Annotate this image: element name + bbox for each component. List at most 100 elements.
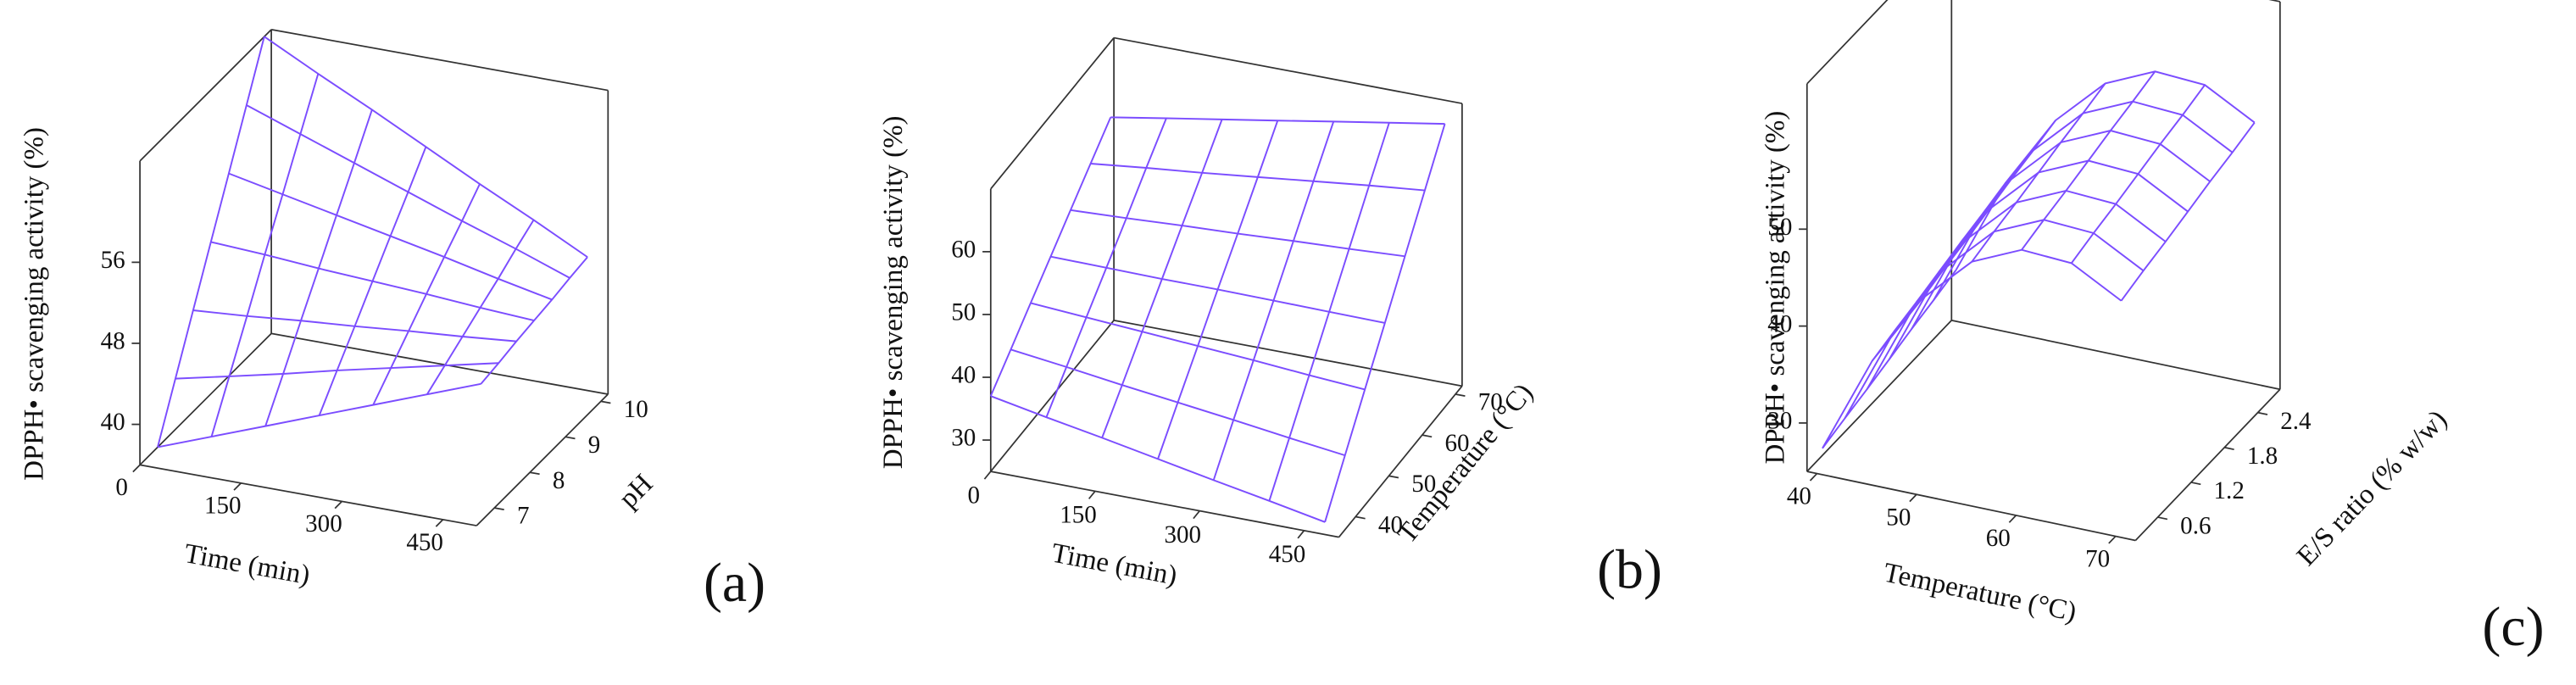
x-tick: [435, 519, 444, 527]
mesh-column: [1045, 118, 1167, 418]
z-tick-label: 50: [1767, 214, 1792, 241]
x-tick: [1193, 510, 1200, 520]
z-axis-label: DPPH• scavenging activity (%): [1760, 111, 1790, 465]
z-axis-label: DPPH• scavenging activity (%): [878, 116, 909, 470]
x-tick-label: 450: [406, 529, 443, 556]
mesh-column: [1921, 120, 2056, 299]
mesh-row: [1866, 189, 2167, 390]
x-tick: [1809, 472, 1818, 482]
y-tick: [494, 507, 504, 511]
mesh-row: [1933, 100, 2234, 301]
panel-label: (b): [1597, 538, 1662, 600]
box-edge: [2268, 0, 2281, 3]
box-edge: [139, 29, 272, 162]
box-edge: [1806, 471, 2136, 542]
x-tick: [334, 500, 343, 510]
x-tick-label: 450: [1269, 541, 1306, 568]
y-tick: [2224, 446, 2234, 451]
x-tick-label: 150: [204, 493, 242, 520]
mesh-column: [318, 146, 427, 416]
x-tick-label: 0: [115, 474, 128, 501]
mesh-column: [426, 219, 535, 395]
z-tick-label: 40: [951, 362, 976, 389]
box-edge: [270, 332, 609, 395]
y-tick-label: 0.6: [2180, 512, 2211, 539]
mesh-column: [1971, 82, 2106, 263]
box-edge: [1951, 319, 2281, 391]
y-tick-label: 1.8: [2247, 443, 2278, 470]
mesh-column: [1871, 181, 2007, 362]
x-tick-label: 50: [1886, 504, 1911, 531]
x-tick: [1909, 493, 1917, 503]
mesh-column: [480, 256, 588, 385]
x-tick: [1297, 530, 1305, 539]
x-tick-label: 300: [1164, 521, 1201, 549]
y-tick: [1388, 475, 1399, 479]
box-edge: [139, 464, 477, 526]
mesh-row: [1110, 116, 1445, 125]
x-axis-label: Time (min): [1049, 538, 1180, 592]
mesh-column: [1822, 269, 1957, 449]
x-tick: [983, 471, 992, 480]
z-tick-label: 40: [1767, 310, 1792, 337]
mesh-column: [1212, 121, 1335, 481]
mesh-column: [1101, 119, 1223, 438]
panel-label: (c): [2482, 596, 2544, 658]
box-edge: [2134, 388, 2281, 542]
mesh-column: [1324, 123, 1446, 523]
y-tick-label: 60: [1444, 430, 1469, 457]
y-tick: [1455, 393, 1466, 397]
box-edge: [139, 332, 272, 465]
mesh-column: [210, 73, 320, 437]
y-tick-label: 2.4: [2280, 408, 2312, 435]
y-tick-label: 50: [1411, 471, 1436, 498]
x-axis-label: Time (min): [182, 538, 313, 591]
box-edge: [990, 37, 1115, 190]
mesh-row: [1911, 130, 2211, 330]
y-tick-label: 1.2: [2214, 477, 2245, 504]
x-tick: [132, 464, 141, 473]
box-edge: [1806, 320, 1952, 472]
box-edge: [270, 29, 609, 92]
mesh-column: [2021, 70, 2156, 251]
x-tick: [1088, 490, 1096, 499]
z-tick-label: 56: [101, 247, 125, 274]
mesh-column: [2070, 84, 2206, 264]
x-tick-label: 40: [1787, 483, 1811, 510]
mesh-column: [2120, 121, 2256, 302]
mesh-row: [1889, 159, 2189, 360]
x-tick: [2008, 515, 2017, 523]
box-edge: [990, 471, 1339, 538]
y-tick: [600, 400, 611, 404]
z-tick-label: 60: [951, 237, 976, 264]
y-tick: [529, 471, 540, 476]
x-tick: [233, 482, 242, 491]
y-tick: [2257, 411, 2268, 415]
y-tick-label: 8: [553, 467, 565, 494]
y-axis-label: pH: [614, 469, 659, 515]
y-axis-label: E/S ratio (% w/w): [2291, 404, 2453, 571]
x-tick: [2108, 535, 2117, 544]
x-tick-label: 60: [1986, 525, 2011, 552]
box-edge: [1338, 385, 1463, 538]
y-tick: [1355, 515, 1366, 520]
y-tick-label: 9: [588, 432, 601, 459]
panel-label: (a): [704, 552, 765, 614]
mesh-row: [1844, 219, 2145, 419]
z-axis-label: DPPH• scavenging activity (%): [19, 127, 50, 481]
mesh-row: [157, 382, 481, 448]
y-tick-label: 70: [1478, 389, 1503, 416]
x-tick-label: 70: [2085, 546, 2110, 573]
box-edge: [1113, 36, 1463, 104]
box-edge: [990, 320, 1115, 472]
z-tick-label: 40: [101, 409, 125, 436]
mesh-column: [1268, 122, 1390, 502]
z-tick-label: 50: [951, 299, 976, 326]
y-tick: [1422, 434, 1433, 438]
box-edge: [476, 393, 609, 526]
z-tick-label: 30: [1767, 408, 1792, 435]
y-tick-label: 7: [517, 503, 530, 530]
y-tick: [2157, 516, 2168, 521]
mesh-column: [372, 183, 481, 406]
